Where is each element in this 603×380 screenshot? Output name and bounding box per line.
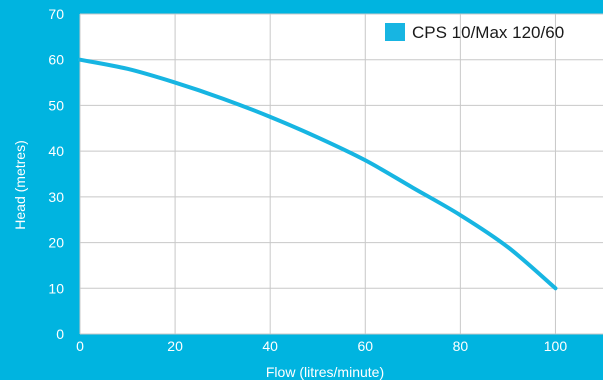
x-tick-label-100: 100 [544, 338, 568, 354]
tick-labels: 0 20 40 60 80 100 0 10 20 30 40 50 60 70 [48, 6, 567, 354]
y-tick-label-50: 50 [48, 97, 64, 113]
x-tick-label-0: 0 [76, 338, 84, 354]
x-tick-label-40: 40 [262, 338, 278, 354]
plot-area [80, 14, 603, 334]
series-lines [78, 57, 558, 291]
x-tick-label-80: 80 [453, 338, 469, 354]
y-tick-label-40: 40 [48, 143, 64, 159]
x-tick-label-20: 20 [167, 338, 183, 354]
y-tick-label-20: 20 [48, 235, 64, 251]
y-tick-label-10: 10 [48, 280, 64, 296]
y-tick-label-0: 0 [56, 326, 64, 342]
x-axis-title: Flow (litres/minute) [266, 364, 384, 380]
y-tick-label-70: 70 [48, 6, 64, 22]
legend-swatch [385, 23, 405, 41]
legend-label: CPS 10/Max 120/60 [412, 23, 564, 42]
y-axis-title: Head (metres) [12, 140, 28, 229]
grid-lines [79, 13, 603, 335]
y-tick-label-60: 60 [48, 52, 64, 68]
series-line-0 [78, 57, 558, 291]
y-tick-label-30: 30 [48, 189, 64, 205]
x-tick-label-60: 60 [357, 338, 373, 354]
legend: CPS 10/Max 120/60 [385, 23, 564, 42]
